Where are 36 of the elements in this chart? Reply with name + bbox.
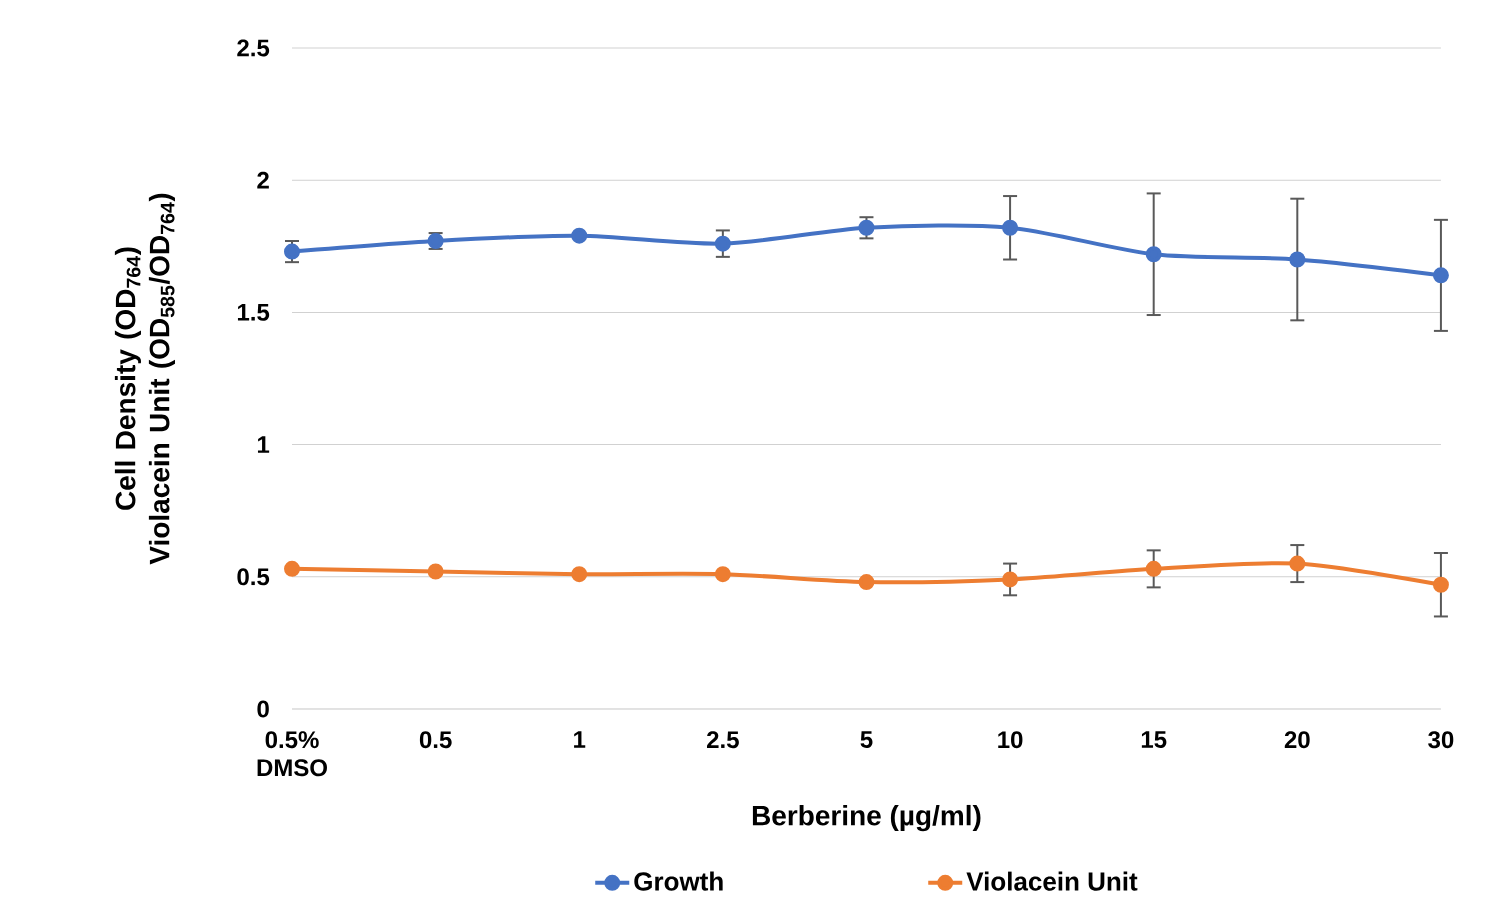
legend-label: Violacein Unit bbox=[966, 871, 1138, 891]
point bbox=[571, 227, 588, 244]
x-tick-label: 30 bbox=[1428, 731, 1454, 749]
point bbox=[858, 219, 875, 236]
x-tick-label: 2.5 bbox=[707, 731, 739, 749]
point bbox=[1289, 251, 1306, 268]
x-tick-label: 0.5 bbox=[419, 731, 452, 749]
x-tick-label: 15 bbox=[1141, 731, 1167, 748]
point bbox=[1432, 267, 1449, 284]
x-tick-label: 1 bbox=[574, 731, 586, 748]
point bbox=[571, 566, 588, 583]
y-tick-label: 2.5 bbox=[237, 39, 270, 57]
y-tick-label: 0 bbox=[257, 700, 269, 718]
x-tick-label: 5 bbox=[860, 731, 873, 748]
point bbox=[427, 563, 444, 580]
y-tick-label: 2 bbox=[257, 171, 269, 189]
y-tick-label: 1.5 bbox=[237, 304, 270, 321]
y-tick-label: 1 bbox=[257, 436, 270, 453]
x-axis-title: Berberine (µg/ml) bbox=[752, 804, 981, 832]
point bbox=[1002, 571, 1019, 588]
point bbox=[1432, 576, 1449, 593]
y-tick-label: 0.5 bbox=[237, 568, 270, 586]
point bbox=[1145, 246, 1162, 263]
point bbox=[714, 566, 731, 583]
point bbox=[284, 560, 301, 577]
point bbox=[284, 243, 301, 260]
text: Cell Density (OD$_{764}$) Violacein Unit (OD$_{585}$/OD$_{764}$) bbox=[114, 193, 175, 565]
x-tick-label: 0.5% DMSO bbox=[257, 731, 327, 777]
point bbox=[714, 235, 731, 252]
legend-label: Growth bbox=[634, 871, 723, 891]
point bbox=[1289, 555, 1306, 572]
x-tick-label: 20 bbox=[1284, 731, 1310, 749]
x-tick-label: 10 bbox=[998, 731, 1023, 749]
point bbox=[858, 574, 875, 591]
point bbox=[1002, 219, 1019, 236]
point bbox=[1145, 560, 1162, 577]
